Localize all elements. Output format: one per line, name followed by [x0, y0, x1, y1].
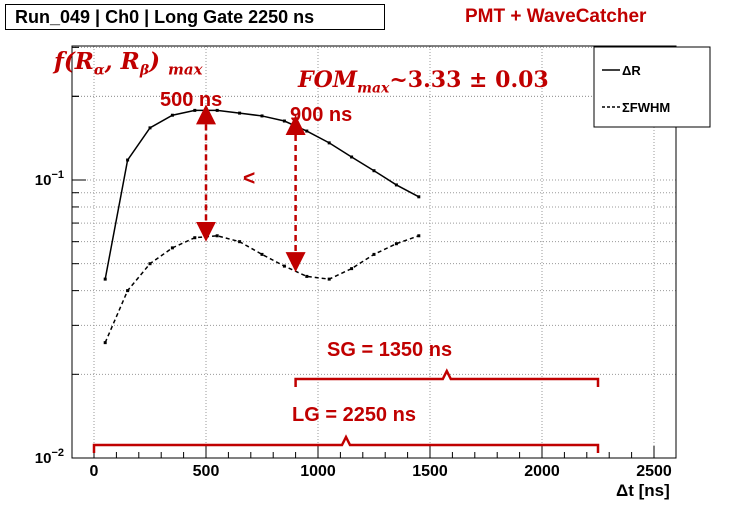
- fom-value: ~3.33 ± 0.03: [389, 67, 549, 93]
- data-point: [372, 169, 376, 173]
- gate-brackets: [92, 368, 600, 453]
- data-point: [417, 195, 421, 199]
- series-line-sigma-fwhm: [104, 235, 420, 343]
- gate-bracket: [92, 434, 600, 453]
- frame-rect: [71, 45, 677, 459]
- data-point: [103, 277, 107, 281]
- arrows-group: [196, 104, 306, 273]
- data-point: [215, 234, 219, 238]
- data-point: [148, 126, 152, 130]
- data-point: [417, 234, 421, 238]
- x-tick-label: 2500: [636, 463, 672, 480]
- data-point: [238, 111, 242, 115]
- data-point: [372, 252, 376, 256]
- data-point: [103, 341, 107, 345]
- data-point: [193, 108, 197, 112]
- brand-label: PMT + WaveCatcher: [465, 6, 647, 27]
- data-point: [305, 129, 309, 133]
- f-annotation: f(Rα, Rβ) max: [54, 48, 203, 79]
- data-point: [394, 242, 398, 246]
- fom-label: FOM: [298, 67, 358, 93]
- sg-label: SG = 1350 ns: [327, 339, 453, 361]
- data-point: [260, 252, 264, 256]
- data-point: [126, 289, 130, 293]
- data-point: [193, 236, 197, 240]
- legend-label: ΔR: [622, 63, 641, 78]
- f-sub-beta: β: [139, 62, 150, 79]
- data-point: [350, 155, 354, 159]
- lg-label: LG = 2250 ns: [292, 404, 416, 426]
- time-500-label: 500 ns: [160, 89, 223, 111]
- data-point: [394, 183, 398, 187]
- y-tick-label: 10−1: [35, 169, 64, 189]
- f-sub-alpha: α: [93, 62, 105, 79]
- chart-title: Run_049 | Ch0 | Long Gate 2250 ns: [5, 4, 385, 30]
- data-point: [305, 274, 309, 278]
- data-point: [327, 277, 331, 281]
- data-point: [282, 119, 286, 123]
- data-point: [148, 262, 152, 266]
- fom-sub: max: [357, 80, 390, 97]
- x-tick-label: 500: [193, 463, 220, 480]
- legend-label: ΣFWHM: [622, 100, 670, 115]
- data-point: [327, 141, 331, 145]
- time-900-label: 900 ns: [290, 104, 353, 126]
- f-part-1: f(R: [54, 48, 94, 75]
- axis-ticks: 10−2 10−1 0 500 1000 1500 2000 2500: [35, 46, 672, 480]
- fom-annotation: FOMmax~3.33 ± 0.03: [298, 67, 549, 96]
- f-part-3: ): [149, 48, 160, 75]
- less-than-label: <: [243, 167, 256, 190]
- data-point: [282, 264, 286, 268]
- y-tick-label: 10−2: [35, 447, 64, 467]
- series-group: [103, 108, 421, 345]
- plot-frame: [71, 45, 677, 459]
- f-sub-max: max: [168, 60, 203, 79]
- data-point: [126, 158, 130, 162]
- data-point: [260, 114, 264, 118]
- x-tick-label: 2000: [524, 463, 560, 480]
- x-tick-label: 1000: [300, 463, 336, 480]
- legend: ΔR ΣFWHM: [593, 46, 711, 128]
- x-axis-label: Δt [ns]: [616, 481, 670, 500]
- f-part-2: , R: [104, 48, 140, 75]
- data-point: [350, 267, 354, 271]
- data-point: [238, 240, 242, 244]
- x-tick-label: 0: [90, 463, 99, 480]
- data-point: [170, 246, 174, 250]
- data-point: [170, 113, 174, 117]
- gate-bracket: [294, 368, 600, 387]
- legend-box: [593, 46, 711, 128]
- data-point: [215, 108, 219, 112]
- x-tick-label: 1500: [412, 463, 448, 480]
